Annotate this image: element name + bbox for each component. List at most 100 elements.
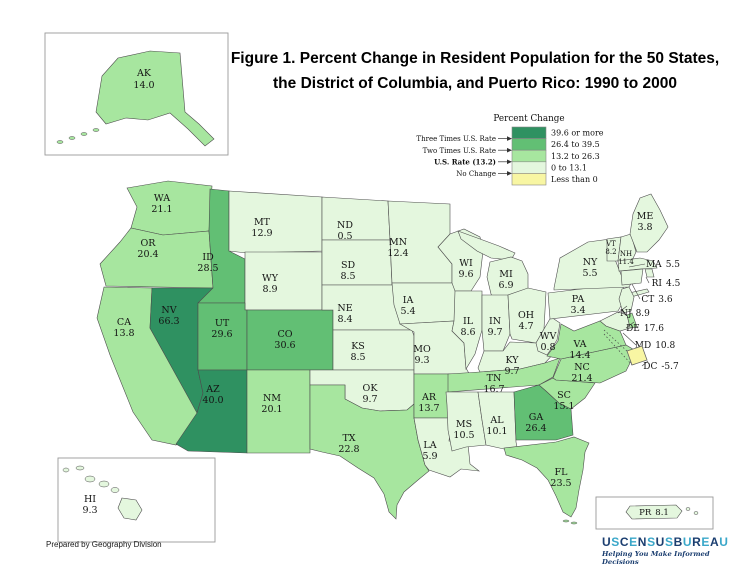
callout-leader-ma bbox=[628, 263, 646, 268]
state-wy-shape bbox=[244, 251, 323, 311]
census-bureau-tagline: Helping You Make Informed Decisions bbox=[602, 550, 710, 566]
state-ma-shape bbox=[617, 257, 658, 272]
logo-letter: S bbox=[664, 535, 674, 549]
state-fl-label: FL 23.5 bbox=[550, 467, 571, 489]
logo-letter: E bbox=[701, 535, 711, 549]
legend-range-0: 39.6 or more bbox=[551, 129, 604, 138]
state-wi-label: WI 9.6 bbox=[458, 258, 473, 280]
legend-pointer-arrow-2 bbox=[507, 159, 512, 165]
legend-range-2: 13.2 to 26.3 bbox=[551, 152, 600, 161]
legend-pointer-0: Three Times U.S. Rate bbox=[416, 135, 496, 143]
legend-swatch-4 bbox=[511, 173, 547, 186]
aleutian-island bbox=[92, 128, 100, 132]
state-ks-label: KS 8.5 bbox=[350, 341, 365, 363]
state-co-label: CO 30.6 bbox=[274, 329, 295, 351]
legend-pointer-1: Two Times U.S. Rate bbox=[423, 147, 496, 155]
state-nd-shape bbox=[321, 196, 391, 241]
legend-swatch-3 bbox=[511, 161, 547, 174]
state-az-label: AZ 40.0 bbox=[202, 384, 223, 406]
census-bureau-logo: USCENSUSBUREAU Helping You Make Informed… bbox=[602, 535, 742, 566]
logo-letter: R bbox=[692, 535, 702, 549]
state-ri-label: RI 4.5 bbox=[652, 279, 681, 289]
state-me-label: ME 3.8 bbox=[637, 211, 654, 233]
legend-pointer-3: No Change bbox=[456, 170, 496, 178]
state-pa-label: PA 3.4 bbox=[570, 294, 585, 316]
state-tn-label: TN 16.7 bbox=[483, 373, 504, 395]
callout-leader-ct bbox=[631, 283, 641, 300]
state-pr-label: PR 8.1 bbox=[639, 508, 669, 518]
legend-range-1: 26.4 to 39.5 bbox=[551, 140, 600, 149]
state-vt-label: VT 8.2 bbox=[605, 240, 616, 256]
state-md-shape bbox=[599, 311, 631, 332]
state-pr-shape bbox=[625, 504, 683, 520]
legend-pointer-arrow-1 bbox=[507, 147, 512, 153]
state-dc-label: DC -5.7 bbox=[643, 362, 679, 372]
state-ia-label: IA 5.4 bbox=[400, 295, 415, 317]
state-nh-label: NH 11.4 bbox=[618, 250, 634, 266]
dc-leader-dotted bbox=[603, 329, 628, 352]
state-id-label: ID 28.5 bbox=[197, 252, 218, 274]
state-fl-shape bbox=[503, 436, 590, 518]
legend-title: Percent Change bbox=[493, 114, 564, 124]
legend-range-4: Less than 0 bbox=[551, 175, 598, 184]
state-ca-label: CA 13.8 bbox=[113, 317, 134, 339]
state-in-label: IN 9.7 bbox=[487, 316, 502, 338]
state-ak-shape bbox=[95, 50, 215, 147]
puerto-rico-islet bbox=[693, 511, 699, 515]
state-sc-label: SC 15.1 bbox=[553, 390, 574, 412]
logo-letter: C bbox=[619, 535, 630, 549]
state-ks-shape bbox=[332, 329, 415, 371]
state-nv-label: NV 66.3 bbox=[158, 305, 179, 327]
state-va-label: VA 14.4 bbox=[569, 339, 590, 361]
hawaiian-island bbox=[110, 487, 120, 493]
state-ne-label: NE 8.4 bbox=[337, 303, 352, 325]
callout-leader-nj bbox=[617, 305, 628, 314]
figure-title-line2: the District of Columbia, and Puerto Ric… bbox=[273, 75, 677, 92]
state-de-label: DE 17.6 bbox=[626, 324, 664, 334]
callout-leader-de bbox=[625, 321, 635, 329]
state-wv-shape bbox=[535, 316, 561, 356]
hawaiian-island bbox=[62, 467, 70, 473]
aleutian-island bbox=[56, 140, 64, 144]
state-ct-shape bbox=[620, 268, 644, 286]
state-mt-shape bbox=[228, 190, 323, 254]
legend-pointer-arrow-0 bbox=[507, 136, 512, 141]
aleutian-island bbox=[68, 136, 76, 140]
state-ut-label: UT 29.6 bbox=[211, 318, 232, 340]
logo-letter: U bbox=[682, 535, 693, 549]
state-wv-label: WV 0.8 bbox=[540, 331, 557, 353]
state-hi-label: HI 9.3 bbox=[82, 494, 97, 516]
state-tx-label: TX 22.8 bbox=[338, 433, 359, 455]
state-ny-shape bbox=[553, 237, 637, 291]
state-md-label: MD 10.8 bbox=[635, 341, 676, 351]
aleutian-island bbox=[80, 132, 88, 136]
state-al-label: AL 10.1 bbox=[486, 415, 507, 437]
figure-title-line1: Figure 1. Percent Change in Resident Pop… bbox=[230, 50, 720, 67]
census-bureau-logo-text: USCENSUSBUREAU bbox=[602, 535, 742, 549]
state-or-label: OR 20.4 bbox=[137, 238, 158, 260]
legend-swatch-0 bbox=[511, 126, 547, 139]
logo-letter: E bbox=[629, 535, 638, 549]
legend-pointer-arrow-3 bbox=[507, 171, 512, 176]
state-mi-label: MI 6.9 bbox=[498, 269, 513, 291]
state-oh-label: OH 4.7 bbox=[518, 310, 534, 332]
florida-keys bbox=[562, 519, 570, 523]
state-nj-shape bbox=[618, 286, 635, 314]
state-ny-label: NY 5.5 bbox=[582, 257, 598, 279]
state-mt-label: MT 12.9 bbox=[251, 217, 272, 239]
logo-letter: S bbox=[647, 535, 656, 549]
logo-letter: U bbox=[602, 535, 612, 549]
logo-letter: A bbox=[710, 535, 720, 549]
state-me-shape bbox=[629, 193, 669, 253]
state-nm-label: NM 20.1 bbox=[261, 393, 282, 415]
state-ma-label: MA 5.5 bbox=[646, 260, 680, 270]
state-nm-shape bbox=[246, 369, 311, 454]
logo-letter: U bbox=[655, 535, 665, 549]
state-nc-label: NC 21.4 bbox=[571, 362, 592, 384]
legend-pointer-2: U.S. Rate (13.2) bbox=[434, 157, 496, 166]
puerto-rico-islet bbox=[685, 507, 691, 511]
state-dc-swatch bbox=[626, 345, 648, 366]
state-il-label: IL 8.6 bbox=[460, 316, 475, 338]
figure-title: Figure 1. Percent Change in Resident Pop… bbox=[225, 46, 725, 96]
